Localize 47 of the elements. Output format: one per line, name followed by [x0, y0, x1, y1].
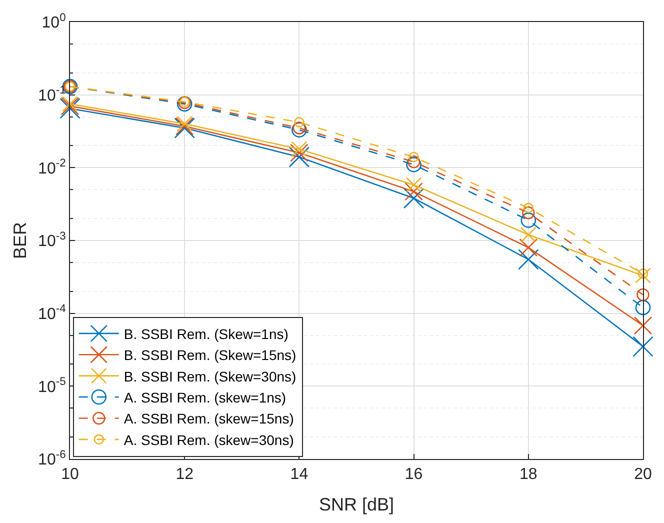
- point: [635, 268, 651, 284]
- point: [520, 212, 536, 228]
- point: [518, 249, 539, 270]
- point: [638, 268, 648, 279]
- legend-label: A. SSBI Rem. (skew=30ns): [124, 432, 294, 448]
- x-tick-label: 12: [176, 466, 194, 484]
- y-tick-label: 10$^{-6}$: [38, 448, 66, 469]
- point: [292, 122, 306, 134]
- point: [519, 238, 538, 257]
- y-tick-label: 10$^{0}$: [42, 12, 66, 32]
- point: [292, 122, 307, 138]
- x-tick-label: 14: [290, 466, 308, 484]
- y-axis-title: BER: [10, 222, 30, 260]
- point: [62, 96, 78, 112]
- legend-label: B. SSBI Rem. (Skew=1ns): [124, 326, 288, 342]
- point: [522, 206, 535, 220]
- point: [634, 316, 652, 335]
- y-tick-label: 10$^{-3}$: [38, 230, 66, 250]
- y-tick-label: 10$^{-4}$: [38, 303, 66, 323]
- y-tick-label: 10$^{-5}$: [38, 376, 66, 396]
- y-tick-label: 10$^{-1}$: [38, 84, 66, 104]
- point: [407, 156, 420, 168]
- legend-label: A. SSBI Rem. (skew=1ns): [124, 389, 286, 406]
- legend-label: B. SSBI Rem. (Skew=30ns): [124, 368, 296, 384]
- point: [406, 177, 422, 193]
- point: [523, 202, 534, 214]
- point: [294, 117, 304, 128]
- point: [632, 336, 654, 357]
- legend-label: B. SSBI Rem. (Skew=15ns): [124, 347, 296, 364]
- point: [60, 96, 80, 116]
- point: [404, 182, 423, 201]
- point: [291, 141, 308, 157]
- point: [176, 116, 192, 132]
- point: [406, 157, 422, 172]
- x-tick-label: 18: [520, 466, 538, 484]
- point: [408, 152, 419, 162]
- point: [635, 300, 651, 316]
- point: [636, 288, 650, 302]
- x-tick-label: 10: [61, 466, 79, 484]
- legend-label: A. SSBI Rem. (skew=15ns): [124, 410, 294, 427]
- x-tick-label: 16: [404, 466, 423, 484]
- y-tick-label: 10$^{-2}$: [38, 158, 66, 178]
- x-axis-title: SNR [dB]: [318, 494, 394, 514]
- point: [60, 98, 80, 119]
- point: [288, 146, 310, 168]
- x-tick-label: 20: [634, 466, 652, 484]
- point: [290, 144, 308, 162]
